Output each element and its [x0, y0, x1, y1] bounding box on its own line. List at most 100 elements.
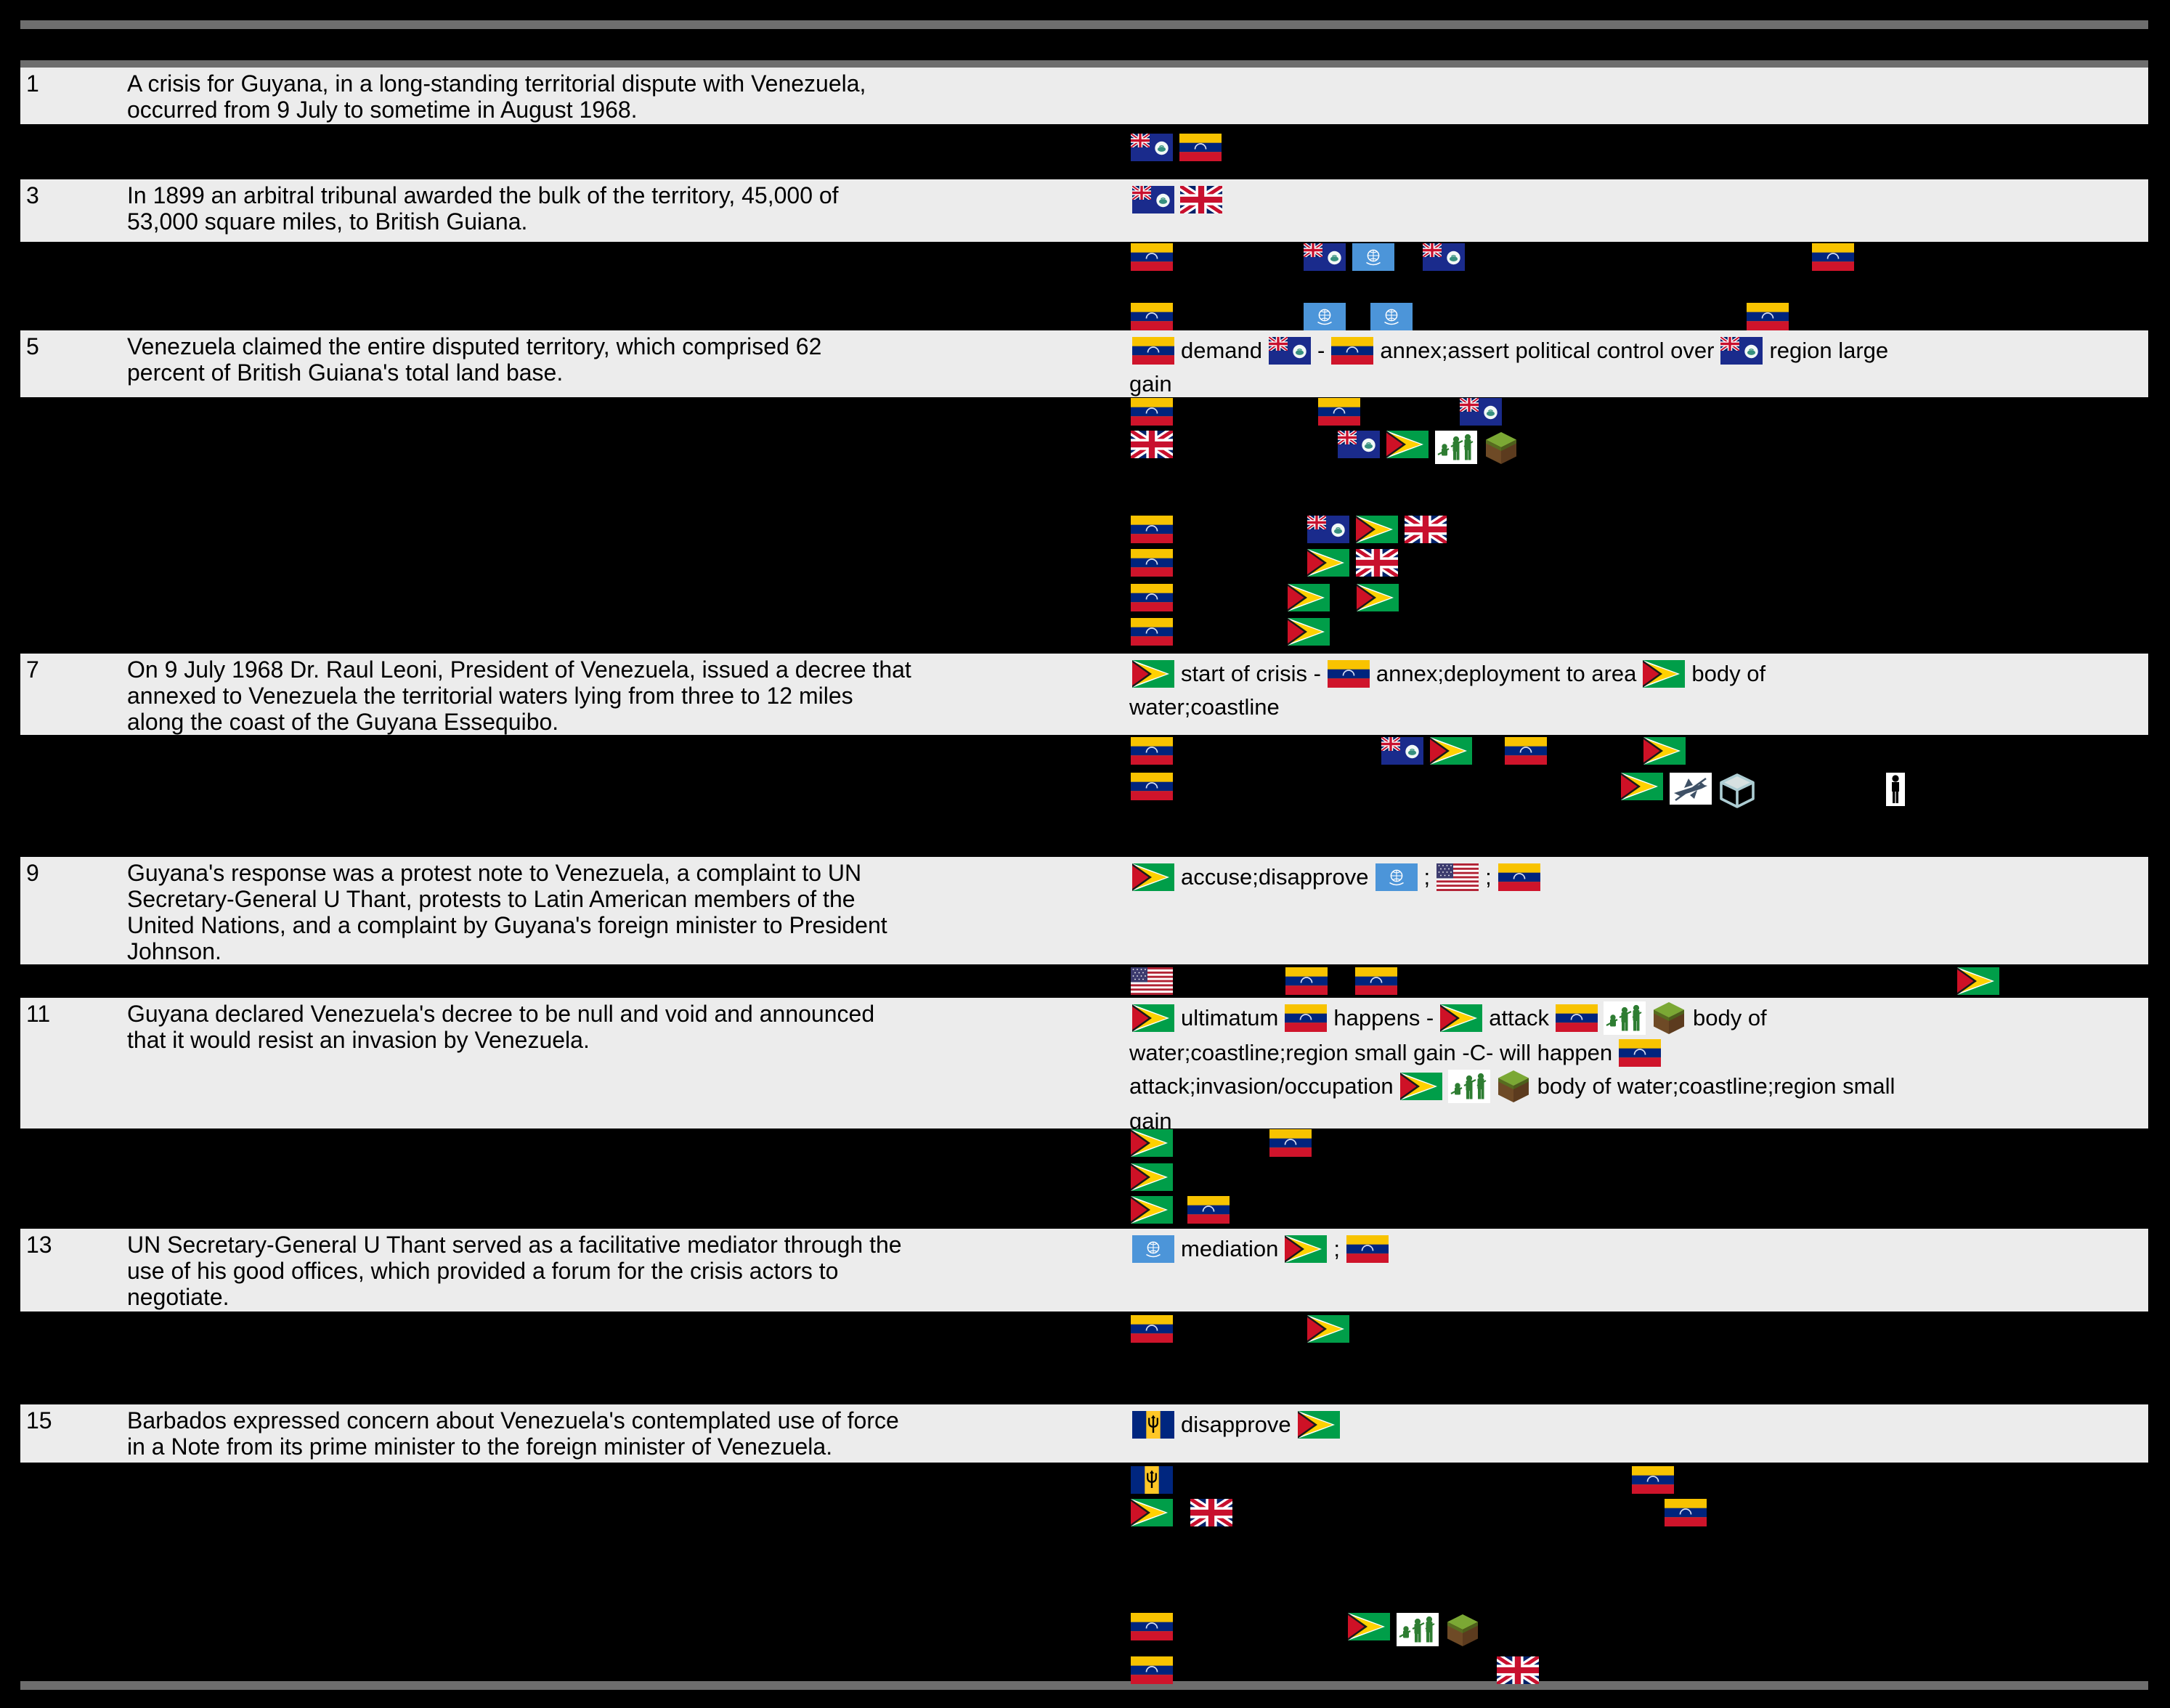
sentence-number: 9: [26, 860, 39, 886]
sentence-number: 15: [26, 1407, 52, 1434]
event-line: [1129, 1656, 2168, 1691]
flag-guyana: [1386, 431, 1429, 458]
flag-british-guiana: [1720, 336, 1763, 365]
icon-soldiers: [1603, 1001, 1646, 1035]
icon-grass-block: [1484, 431, 1519, 465]
sentence-text: Guyana declared Venezuela's decree to be…: [127, 1001, 875, 1053]
icon-grass-block: [1445, 1613, 1480, 1648]
flag-venezuela: [1269, 1129, 1312, 1157]
event-group: [1665, 1499, 1707, 1526]
flag-venezuela: [1346, 1235, 1389, 1263]
flag-un: [1304, 303, 1346, 330]
flag-guyana: [1307, 549, 1349, 577]
icon-soldiers: [1397, 1613, 1439, 1646]
flag-guyana: [1643, 737, 1686, 765]
event-group: [1381, 737, 1472, 765]
flag-venezuela: [1131, 1315, 1173, 1343]
annotation-text: ultimatum: [1181, 1005, 1279, 1030]
event-group: [1304, 243, 1394, 271]
event-line: [1129, 773, 2168, 808]
event-band: [0, 1128, 2170, 1229]
annotation: mediation;: [1129, 1232, 2148, 1312]
event-band: [0, 1463, 2170, 1684]
flag-guyana: [1399, 1072, 1442, 1100]
annotation-text: annex;assert political control over: [1380, 337, 1715, 363]
event-group: [1131, 618, 1173, 646]
flag-guyana: [1132, 659, 1174, 688]
event-group: [1131, 584, 1173, 611]
sentence-text: In 1899 an arbitral tribunal awarded the…: [127, 182, 839, 235]
flag-venezuela: [1131, 549, 1173, 577]
event-group: [1348, 1613, 1480, 1648]
event-group: [1131, 516, 1173, 543]
event-band: [0, 124, 2170, 179]
event-group: [1190, 1499, 1232, 1526]
event-group: [1307, 1315, 1349, 1343]
flag-venezuela: [1131, 1656, 1173, 1684]
flag-venezuela: [1331, 336, 1374, 365]
event-line: [1129, 1163, 2168, 1198]
annotation-text: ;: [1423, 863, 1431, 890]
event-group: [1747, 303, 1789, 330]
flag-uk: [1180, 185, 1222, 214]
flag-uk: [1131, 431, 1173, 458]
event-group: [1131, 398, 1173, 426]
icon-ice-cube: [1718, 773, 1756, 809]
sentence-number: 7: [26, 656, 39, 683]
annotation-text: ;: [1333, 1235, 1341, 1261]
event-line: [1129, 618, 2168, 653]
flag-guyana: [1356, 516, 1398, 543]
sentence-row: 11 Guyana declared Venezuela's decree to …: [20, 998, 2148, 1134]
event-group: [1131, 1129, 1173, 1157]
event-group: [1812, 243, 1854, 271]
event-group: [1131, 431, 1173, 458]
separator-bar: [20, 60, 2148, 68]
sentence-text: Guyana's response was a protest note to …: [127, 860, 887, 964]
flag-venezuela: [1131, 773, 1173, 800]
icon-person: [1886, 773, 1905, 806]
event-band: [0, 735, 2170, 857]
sentence-row: 5 Venezuela claimed the entire disputed t…: [20, 330, 2148, 397]
flag-guyana: [1307, 1315, 1349, 1343]
annotation: [1129, 182, 2148, 242]
event-line: [1129, 303, 2168, 338]
annotation-text: attack;invasion/occupation: [1129, 1073, 1394, 1099]
flag-venezuela: [1131, 303, 1173, 330]
event-line: [1129, 1613, 2168, 1648]
event-group: [1288, 618, 1330, 646]
event-group: [1131, 737, 1173, 765]
icon-airplane-crossed: [1670, 773, 1712, 805]
flag-venezuela: [1555, 1004, 1598, 1032]
sentence-row: 1 A crisis for Guyana, in a long-standing…: [20, 68, 2148, 124]
event-group: [1131, 549, 1173, 577]
flag-guyana: [1348, 1613, 1390, 1640]
event-line: [1129, 1466, 2168, 1501]
flag-guyana: [1957, 967, 1999, 995]
flag-venezuela: [1131, 243, 1173, 271]
flag-venezuela: [1131, 398, 1173, 426]
annotation-text: happens -: [1333, 1005, 1434, 1030]
event-group: [1131, 1196, 1173, 1224]
flag-venezuela: [1355, 967, 1397, 995]
flag-venezuela: [1498, 863, 1540, 891]
sentence-number: 11: [26, 1001, 51, 1027]
flag-guyana: [1285, 1235, 1328, 1263]
flag-venezuela: [1812, 243, 1854, 271]
flag-guyana: [1131, 1196, 1173, 1224]
event-line: [1129, 737, 2168, 772]
event-line: [1129, 584, 2168, 619]
flag-guyana: [1440, 1004, 1483, 1032]
flag-british-guiana: [1131, 134, 1173, 161]
flag-uk: [1356, 549, 1398, 577]
flag-british-guiana: [1460, 398, 1502, 426]
annotation-text: region large gain: [1129, 337, 1889, 396]
flag-guyana: [1131, 1163, 1173, 1191]
icon-soldiers: [1435, 431, 1477, 464]
annotation-text: body of water;coastline;region small gai…: [1129, 1073, 1895, 1134]
event-group: [1338, 431, 1519, 465]
flag-venezuela: [1665, 1499, 1707, 1526]
flag-british-guiana: [1132, 185, 1174, 214]
event-group: [1187, 1196, 1230, 1224]
event-line: [1129, 1196, 2168, 1231]
event-group: [1131, 1466, 1173, 1494]
